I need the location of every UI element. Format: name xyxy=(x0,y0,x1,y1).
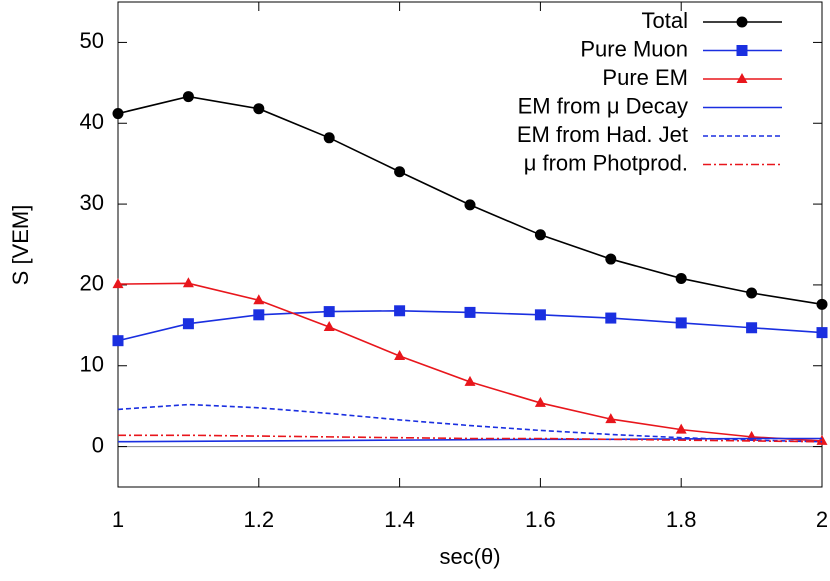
point xyxy=(112,278,124,289)
point xyxy=(182,91,194,103)
y-tick-label: 0 xyxy=(92,432,104,457)
point xyxy=(323,320,335,331)
legend-label: Pure EM xyxy=(602,65,688,90)
legend-label: EM from μ Decay xyxy=(518,93,688,118)
legend-label: Total xyxy=(642,8,688,33)
x-axis-label: sec(θ) xyxy=(439,544,500,569)
legend-label: Pure Muon xyxy=(580,36,688,61)
series-line xyxy=(118,434,823,443)
point xyxy=(534,396,546,407)
y-tick-label: 40 xyxy=(80,109,104,134)
point xyxy=(736,45,748,56)
point xyxy=(323,132,335,144)
point xyxy=(675,423,687,434)
x-tick-label: 1.2 xyxy=(244,507,275,532)
y-tick-label: 20 xyxy=(80,271,104,296)
point xyxy=(394,350,406,361)
point xyxy=(675,272,687,284)
point xyxy=(736,16,748,28)
y-tick-label: 10 xyxy=(80,352,104,377)
point xyxy=(323,306,335,318)
point xyxy=(534,229,546,241)
point xyxy=(675,317,687,329)
point xyxy=(605,253,617,265)
x-tick-label: 1.8 xyxy=(666,507,697,532)
point xyxy=(394,305,406,317)
point xyxy=(605,413,617,424)
point xyxy=(816,327,828,339)
point xyxy=(253,103,265,115)
point xyxy=(605,312,617,324)
point xyxy=(746,287,758,299)
point xyxy=(253,294,265,305)
point xyxy=(182,277,194,288)
x-tick-label: 1 xyxy=(112,507,124,532)
y-axis-label: S [VEM] xyxy=(8,205,33,286)
point xyxy=(816,434,828,445)
series-line xyxy=(117,403,823,443)
point xyxy=(112,335,124,347)
y-tick-label: 30 xyxy=(80,190,104,215)
plot-frame xyxy=(117,1,823,488)
point xyxy=(816,298,828,310)
x-tick-label: 2 xyxy=(816,507,828,532)
y-tick-label: 50 xyxy=(80,28,104,53)
x-tick-label: 1.6 xyxy=(525,507,556,532)
point xyxy=(253,309,265,321)
point xyxy=(464,199,476,211)
point xyxy=(464,306,476,318)
point xyxy=(394,166,406,178)
x-tick-label: 1.4 xyxy=(384,507,415,532)
legend-label: μ from Photprod. xyxy=(524,150,688,175)
legend-label: EM from Had. Jet xyxy=(517,122,688,147)
point xyxy=(746,322,758,334)
point xyxy=(182,318,194,330)
point xyxy=(464,375,476,386)
point xyxy=(736,73,748,83)
point xyxy=(112,108,124,120)
point xyxy=(534,309,546,321)
